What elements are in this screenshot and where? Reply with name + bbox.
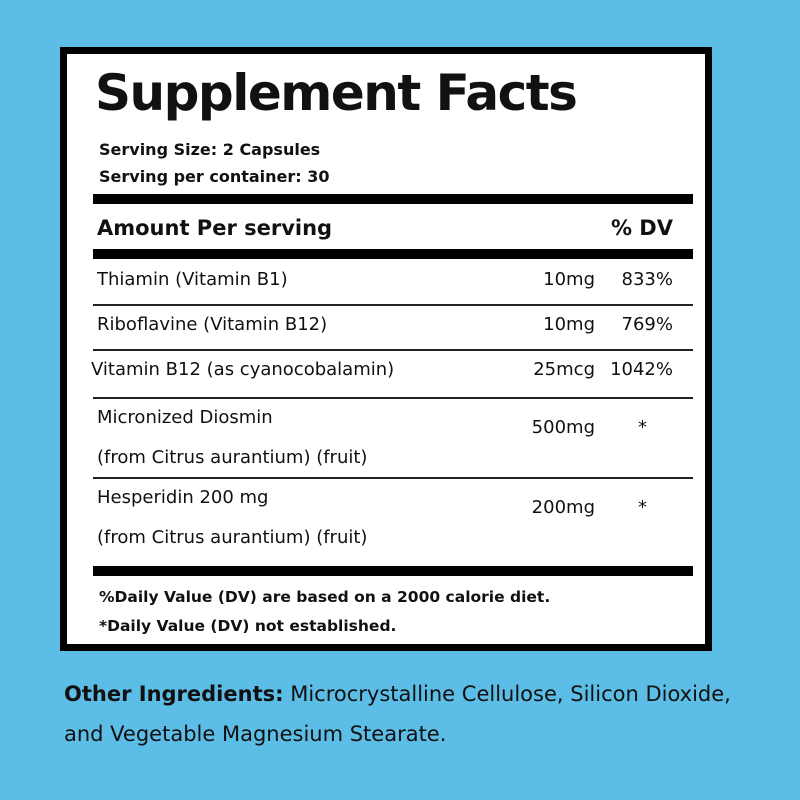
- column-header: % DV: [610, 216, 673, 240]
- divider: [93, 194, 693, 204]
- divider: [93, 566, 693, 576]
- other-ingredients: Other Ingredients: Microcrystalline Cell…: [64, 674, 744, 754]
- daily-value: 1042%: [610, 359, 673, 380]
- column-header: Amount Per serving: [97, 216, 333, 240]
- serving-size: Serving Size: 2 Capsules: [99, 140, 321, 159]
- amount: 25mcg: [533, 359, 595, 380]
- footnote: %Daily Value (DV) are based on a 2000 ca…: [99, 588, 551, 606]
- ingredient-name: (from Citrus aurantium) (fruit): [97, 527, 368, 548]
- ingredient-name: Riboflavine (Vitamin B12): [97, 314, 328, 335]
- ingredient-name: (from Citrus aurantium) (fruit): [97, 447, 368, 468]
- ingredient-name: Thiamin (Vitamin B1): [97, 269, 288, 290]
- daily-value: *: [638, 417, 647, 438]
- amount: 500mg: [531, 417, 595, 438]
- daily-value: 833%: [621, 269, 673, 290]
- ingredient-name: Micronized Diosmin: [97, 407, 273, 428]
- row-divider: [93, 477, 693, 479]
- daily-value: 769%: [621, 314, 673, 335]
- amount: 200mg: [531, 497, 595, 518]
- row-divider: [93, 349, 693, 351]
- ingredient-name: Hesperidin 200 mg: [97, 487, 269, 508]
- divider: [93, 249, 693, 259]
- other-ingredients-text: Microcrystalline Cellulose, Silicon Diox…: [64, 682, 731, 746]
- other-ingredients-label: Other Ingredients:: [64, 682, 284, 706]
- servings-per-container: Serving per container: 30: [99, 167, 330, 186]
- facts-panel: Supplement Facts Serving Size: 2 Capsule…: [60, 47, 712, 651]
- amount: 10mg: [543, 314, 595, 335]
- ingredient-name: Vitamin B12 (as cyanocobalamin): [91, 359, 395, 380]
- amount: 10mg: [543, 269, 595, 290]
- title: Supplement Facts: [95, 64, 578, 122]
- footnote: *Daily Value (DV) not established.: [99, 617, 397, 635]
- row-divider: [93, 304, 693, 306]
- daily-value: *: [638, 497, 647, 518]
- row-divider: [93, 397, 693, 399]
